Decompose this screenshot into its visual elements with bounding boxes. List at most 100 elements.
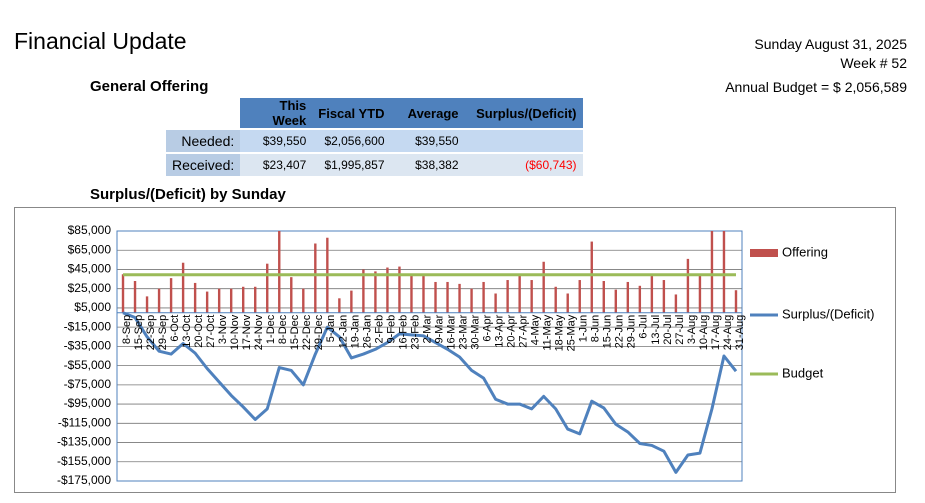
bar (181, 262, 185, 313)
x-tick-label: 13-Oct (181, 315, 193, 348)
bar (578, 280, 581, 313)
column-header: Fiscal YTD (312, 98, 391, 128)
x-tick-label: 12-Jan (337, 315, 349, 349)
x-tick-label: 9-Mar (433, 314, 445, 343)
x-tick-label: 8-Jun (590, 315, 602, 343)
x-tick-label: 13-Apr (494, 314, 506, 347)
bar (506, 280, 509, 313)
bar (542, 261, 545, 313)
x-tick-label: 31-Aug (734, 315, 746, 350)
cell: $38,382 (390, 154, 465, 176)
bar (193, 282, 197, 313)
plot-border (116, 230, 743, 482)
x-tick-label: 19-Jan (349, 315, 361, 349)
bar (133, 281, 137, 313)
bar (254, 286, 257, 313)
chart-title: Surplus/(Deficit) by Sunday (90, 186, 286, 203)
x-tick-label: 24-Aug (722, 315, 734, 350)
bar (662, 280, 666, 313)
bar (458, 283, 461, 313)
x-tick-label: 27-Apr (518, 314, 530, 347)
bar (518, 275, 521, 313)
x-tick-label: 6-Oct (169, 315, 181, 342)
x-tick-label: 1-Jun (578, 315, 590, 343)
empty-cell (166, 98, 240, 128)
x-tick-label: 10-Nov (229, 314, 241, 350)
bar (169, 278, 173, 313)
bar (626, 281, 630, 313)
x-tick-label: 26-Jan (361, 315, 373, 349)
empty-cell (464, 130, 583, 152)
x-tick-label: 10-Aug (698, 315, 710, 350)
y-tick-label: $5,000 (74, 300, 111, 314)
x-tick-label: 3-Nov (217, 314, 229, 344)
x-tick-label: 16-Mar (445, 314, 457, 349)
bar (217, 288, 221, 313)
bar (362, 269, 365, 313)
x-tick-label: 27-Jul (674, 315, 686, 345)
bar (590, 241, 593, 313)
y-tick-label: $45,000 (68, 262, 112, 276)
x-tick-label: 22-Sep (145, 315, 157, 350)
x-tick-label: 27-Oct (205, 315, 217, 348)
y-tick-label: $85,000 (68, 223, 112, 237)
x-tick-label: 25-May (566, 314, 578, 351)
x-tick-label: 17-Nov (241, 314, 253, 350)
bar (374, 271, 377, 313)
bar (229, 288, 233, 313)
legend-label: Budget (782, 365, 824, 380)
row: Received: $23,407 $1,995,857 $38,382 ($6… (166, 154, 583, 176)
bar (530, 280, 533, 313)
y-tick-label: $25,000 (68, 281, 112, 295)
bar (686, 258, 690, 313)
page-title: Financial Update (14, 28, 187, 54)
y-tick-label: -$75,000 (64, 377, 112, 391)
x-tick-label: 3-Aug (686, 315, 698, 344)
x-tick-label: 6-Jul (638, 315, 650, 339)
bar (386, 267, 389, 313)
x-tick-label: 2-Mar (421, 314, 433, 343)
bar (602, 281, 605, 313)
x-tick-label: 20-Oct (193, 315, 205, 348)
bar (314, 243, 317, 313)
x-tick-label: 13-Jul (650, 315, 662, 345)
bar (638, 285, 642, 313)
bar (398, 266, 401, 313)
cell: $39,550 (390, 130, 465, 152)
y-tick-label: -$175,000 (57, 473, 111, 487)
x-tick-label: 24-Nov (253, 314, 265, 350)
week: Week # 52 (840, 55, 907, 71)
bar (121, 274, 125, 313)
bar (338, 298, 341, 313)
x-tick-label: 23-Feb (409, 315, 421, 350)
bar (650, 275, 654, 313)
bar (470, 288, 473, 313)
y-tick-label: -$35,000 (64, 339, 112, 353)
bar (242, 286, 245, 313)
cell: $39,550 (240, 130, 313, 152)
bar (710, 231, 714, 313)
y-tick-label: -$55,000 (64, 358, 112, 372)
x-tick-label: 30-Mar (469, 314, 481, 349)
x-tick-label: 22-Dec (301, 314, 313, 350)
row-label: Needed: (166, 130, 241, 152)
cell: ($60,743) (464, 154, 583, 176)
bar (157, 288, 161, 313)
bar (722, 231, 726, 313)
y-tick-label: $65,000 (68, 242, 112, 256)
bar (734, 290, 738, 313)
bar (205, 291, 209, 313)
x-tick-label: 2-Feb (373, 315, 385, 344)
chart-frame (14, 207, 896, 493)
x-tick-label: 29-Sep (157, 315, 169, 350)
bar (554, 286, 557, 313)
y-tick-label: -$95,000 (64, 396, 112, 410)
x-tick-label: 16-Feb (397, 315, 409, 350)
bar (410, 275, 413, 313)
x-tick-label: 17-Aug (710, 315, 722, 350)
bar (446, 281, 449, 313)
bar (674, 294, 678, 313)
x-tick-label: 20-Jul (662, 315, 674, 345)
x-tick-label: 4-May (530, 314, 542, 345)
column-header: Average (390, 98, 465, 128)
